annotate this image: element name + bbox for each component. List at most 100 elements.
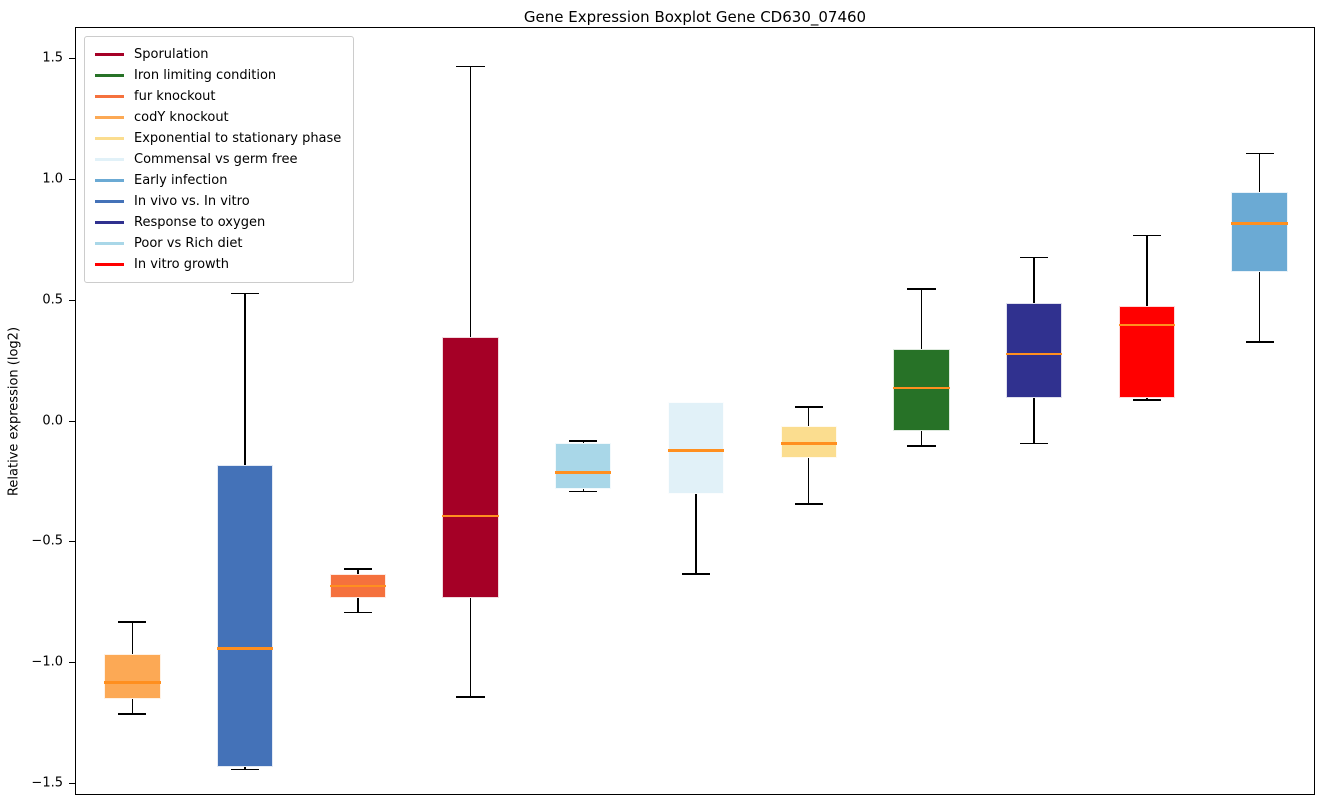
legend-label: In vitro growth (134, 257, 229, 272)
legend-label: Response to oxygen (134, 215, 266, 230)
legend-swatch-in-vitro-growth (95, 263, 124, 266)
legend-item-sporulation: Sporulation (95, 44, 341, 65)
legend: Sporulation Iron limiting condition fur kn… (84, 36, 355, 283)
upper-whisker (807, 407, 810, 427)
lower-whisker (807, 457, 810, 504)
median-line (1231, 222, 1288, 225)
legend-label: Commensal vs germ free (134, 152, 298, 167)
ytick-mark (69, 179, 75, 181)
box-body (1118, 305, 1176, 398)
y-axis-label: Relative expression (log2) (6, 326, 22, 497)
lower-cap (569, 490, 598, 493)
ytick-mark (69, 58, 75, 60)
lower-cap (794, 503, 823, 505)
lower-cap (907, 445, 936, 447)
median-line (780, 442, 837, 445)
lower-cap (118, 713, 147, 715)
legend-item-in-vivo-vs-in-vitro: In vivo vs. In vitro (95, 191, 341, 212)
ytick-mark (69, 541, 75, 543)
ytick-label: −0.5 (31, 533, 63, 549)
legend-item-cody-knockout: codY knockout (95, 107, 341, 128)
lower-whisker (469, 597, 472, 697)
upper-whisker (131, 622, 134, 654)
upper-cap (1245, 152, 1274, 155)
legend-item-response-to-oxygen: Response to oxygen (95, 212, 341, 233)
lower-whisker (1146, 397, 1148, 400)
ytick-mark (69, 299, 75, 301)
legend-swatch-poor-vs-rich-diet (95, 242, 124, 245)
plot-area: Sporulation Iron limiting condition fur kn… (75, 27, 1315, 795)
lower-whisker (695, 494, 697, 574)
lower-cap (231, 768, 260, 771)
box-body (893, 349, 950, 432)
median-line (1006, 352, 1063, 356)
lower-whisker (920, 431, 923, 446)
lower-whisker (131, 699, 134, 714)
legend-label: Poor vs Rich diet (134, 236, 243, 251)
ytick-label: −1.5 (31, 775, 63, 791)
box-body (667, 402, 725, 495)
lower-cap (343, 611, 372, 614)
box-body (216, 465, 274, 767)
lower-whisker (244, 767, 246, 770)
box-body (442, 337, 499, 598)
upper-cap (231, 292, 260, 295)
chart-title: Gene Expression Boxplot Gene CD630_07460 (523, 8, 867, 26)
upper-cap (794, 406, 823, 408)
upper-whisker (357, 568, 359, 574)
ytick-label: 1.5 (42, 50, 63, 66)
box-body (1231, 192, 1288, 272)
legend-swatch-fur-knockout (95, 95, 124, 98)
lower-cap (456, 696, 485, 698)
upper-cap (569, 440, 598, 442)
ytick-mark (69, 662, 75, 664)
legend-item-iron-limiting-condition: Iron limiting condition (95, 65, 341, 86)
upper-cap (1020, 256, 1049, 259)
legend-swatch-commensal-vs-germ-free (95, 158, 124, 161)
legend-item-commensal-vs-germ-free: Commensal vs germ free (95, 149, 341, 170)
ytick-label: 1.0 (42, 171, 63, 187)
median-line (667, 449, 725, 452)
ytick-label: −1.0 (31, 654, 63, 670)
legend-item-early-infection: Early infection (95, 170, 341, 191)
legend-swatch-in-vivo-vs-in-vitro (95, 200, 124, 203)
upper-whisker (1146, 235, 1148, 306)
lower-cap (681, 573, 711, 575)
box-body (555, 443, 612, 490)
legend-label: Early infection (134, 173, 228, 188)
upper-whisker (1033, 257, 1035, 304)
lower-whisker (1033, 397, 1035, 444)
legend-item-in-vitro-growth: In vitro growth (95, 254, 341, 275)
ytick-label: 0.5 (42, 292, 63, 308)
legend-label: fur knockout (134, 89, 216, 104)
legend-swatch-cody-knockout (95, 116, 124, 119)
upper-cap (1132, 234, 1161, 237)
upper-whisker (1258, 153, 1261, 193)
ytick-mark (69, 782, 75, 784)
ytick-label: 0.0 (42, 413, 63, 429)
legend-item-fur-knockout: fur knockout (95, 86, 341, 107)
legend-label: Iron limiting condition (134, 68, 277, 83)
box-body (104, 653, 161, 700)
upper-whisker (244, 293, 246, 466)
upper-whisker (920, 288, 923, 350)
median-line (104, 681, 161, 684)
upper-whisker (469, 66, 472, 338)
upper-cap (118, 621, 147, 623)
lower-whisker (1258, 271, 1261, 342)
lower-cap (1132, 399, 1161, 401)
legend-swatch-early-infection (95, 179, 124, 182)
legend-item-exponential-to-stationary-phase: Exponential to stationary phase (95, 128, 341, 149)
lower-cap (1020, 442, 1049, 445)
median-line (555, 471, 612, 474)
median-line (442, 514, 499, 518)
legend-label: Sporulation (134, 47, 209, 62)
upper-cap (456, 65, 485, 68)
upper-cap (343, 568, 372, 570)
legend-swatch-sporulation (95, 53, 124, 56)
box-body (1006, 303, 1063, 398)
upper-cap (907, 288, 936, 290)
median-line (216, 647, 274, 650)
median-line (1118, 323, 1176, 327)
